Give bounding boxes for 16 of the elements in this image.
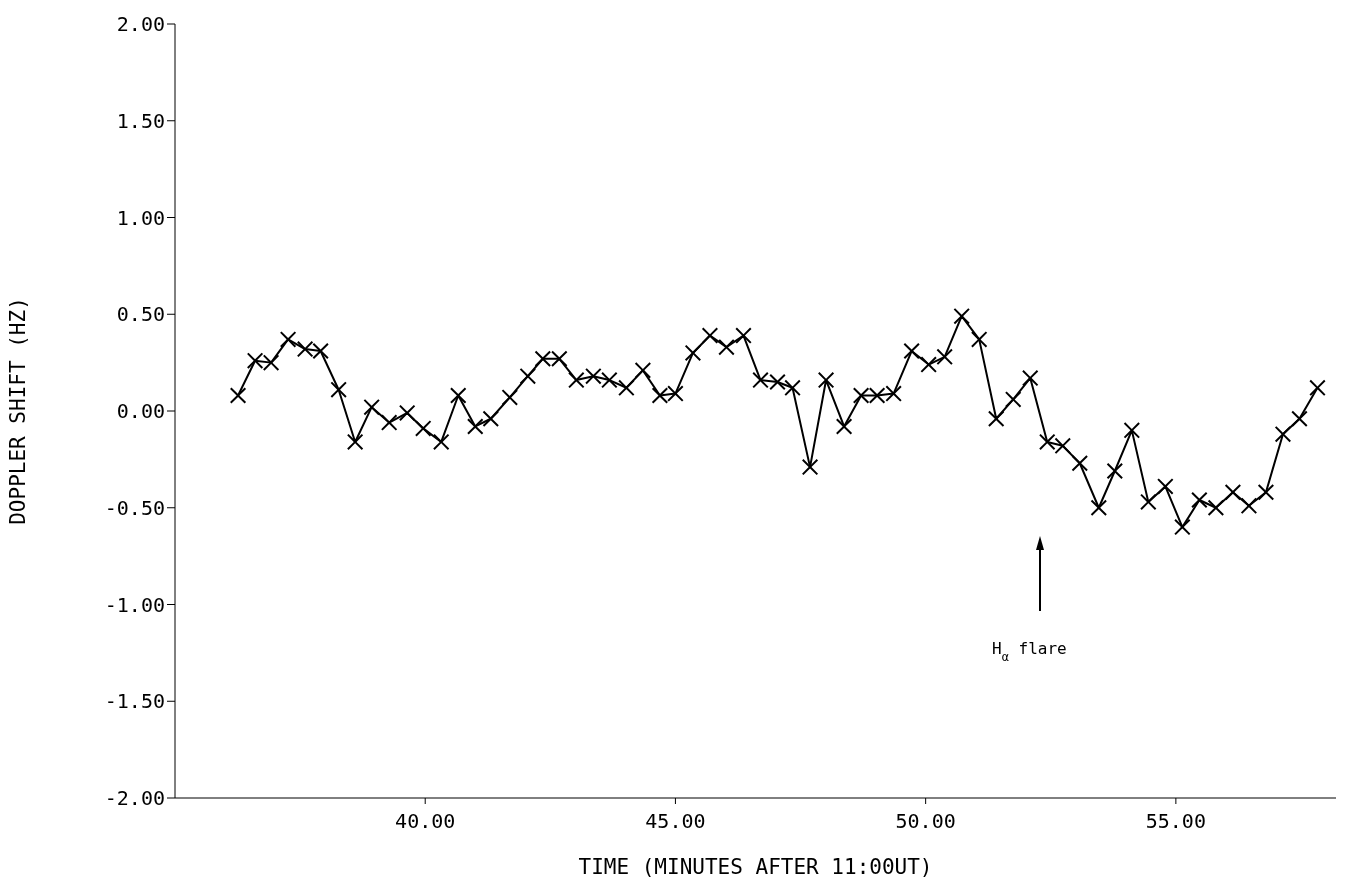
y-tick-label: 2.00 (116, 12, 165, 37)
x-axis-title: TIME (MINUTES AFTER 11:00UT) (578, 855, 933, 879)
annotation: H$_{α}$ flare (992, 639, 1067, 664)
y-tick-label: -0.50 (104, 495, 165, 520)
y-tick-label: 0.50 (116, 302, 165, 327)
y-tick-label: 1.50 (116, 108, 165, 133)
y-tick-label: 1.00 (116, 205, 165, 230)
x-tick-label: 55.00 (1145, 809, 1206, 834)
x-tick-label: 45.00 (645, 809, 706, 834)
x-tick-label: 50.00 (895, 809, 956, 834)
y-tick-label: -2.00 (104, 786, 165, 811)
y-tick-label: 0.00 (116, 399, 165, 424)
y-tick-label: -1.00 (104, 592, 165, 617)
y-axis-title: DOPPLER SHIFT (HZ) (6, 297, 31, 525)
x-tick-label: 40.00 (395, 809, 456, 834)
y-tick-label: -1.50 (104, 689, 165, 714)
